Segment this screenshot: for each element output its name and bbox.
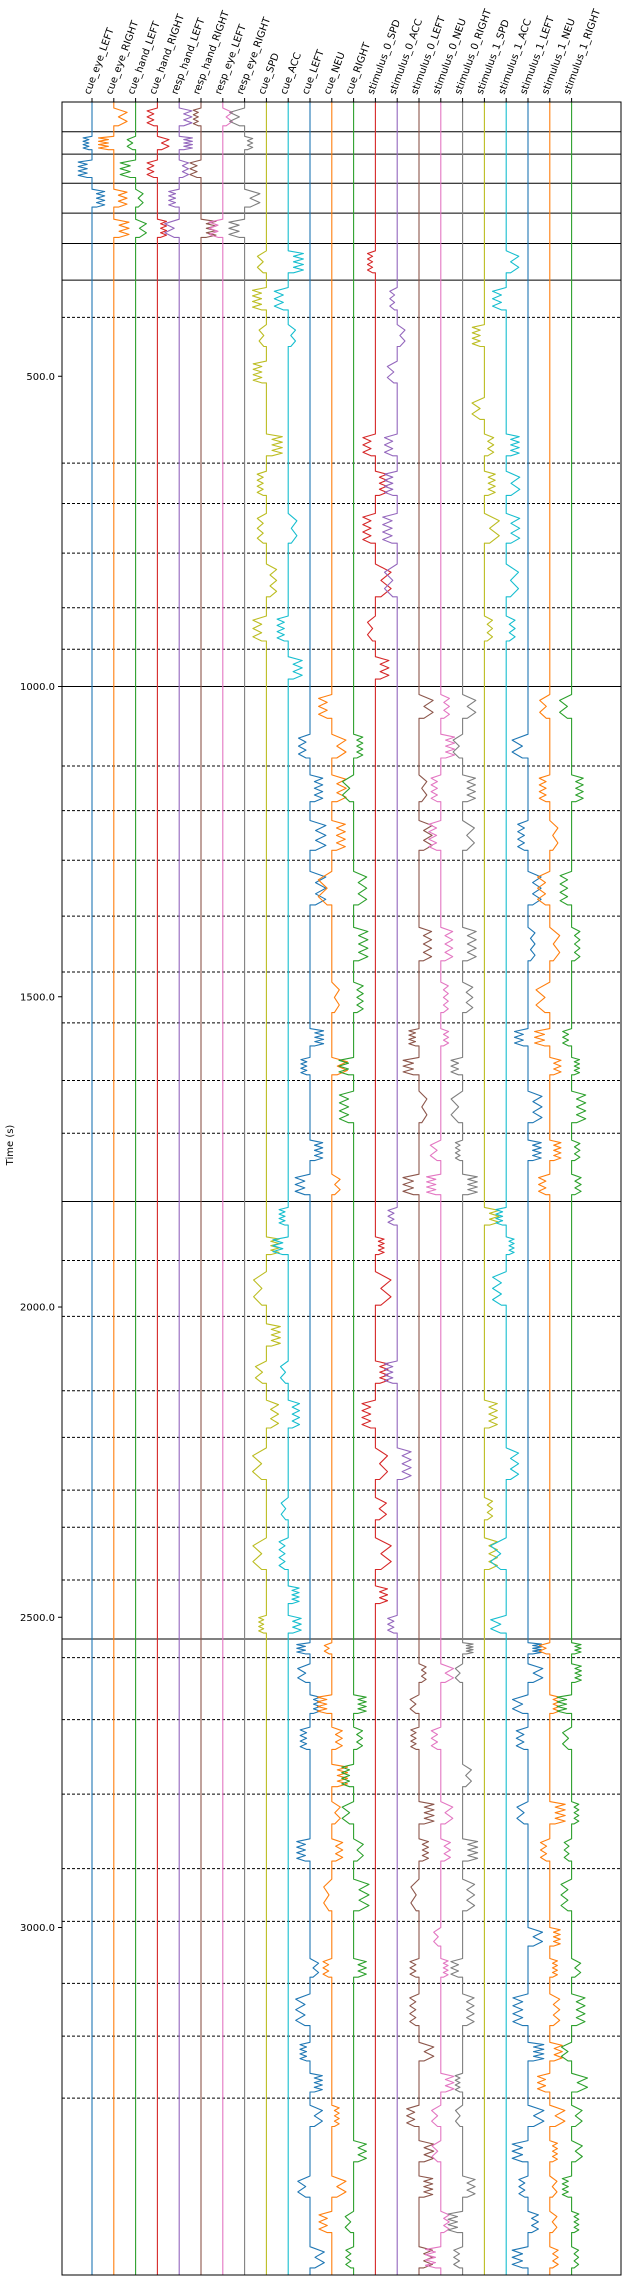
plot-frame — [61, 101, 622, 2276]
channel-traces — [77, 102, 589, 2275]
trace-stimulus-0-acc — [382, 102, 412, 2275]
trace-cue-right — [338, 102, 370, 2275]
y-tick-label: 3000.0 — [20, 1923, 55, 1934]
trace-cue-neu — [316, 102, 349, 2275]
trace-stimulus-1-acc — [490, 102, 521, 2275]
trace-cue-hand-left — [119, 102, 147, 2275]
trace-cue-hand-right — [146, 102, 170, 2275]
trace-cue-eye-left — [77, 102, 106, 2275]
y-tick-label: 1000.0 — [20, 682, 55, 693]
y-tick-label: 2000.0 — [20, 1303, 55, 1314]
trace-resp-hand-left — [164, 102, 193, 2275]
trace-stimulus-1-neu — [534, 102, 566, 2275]
trace-cue-spd — [251, 102, 283, 2275]
channel-labels: cue_eye_LEFTcue_eye_RIGHTcue_hand_LEFTcu… — [82, 7, 603, 102]
trace-stimulus-0-spd — [361, 102, 392, 2275]
trace-stimulus-0-left — [402, 102, 435, 2275]
trace-stimulus-0-neu — [424, 102, 456, 2275]
trace-resp-hand-right — [189, 102, 217, 2275]
trace-stimulus-1-left — [511, 102, 545, 2275]
trace-cue-left — [294, 102, 327, 2275]
trace-cue-acc — [272, 102, 304, 2275]
y-tick-label: 1500.0 — [20, 992, 55, 1003]
trace-stimulus-1-spd — [471, 102, 500, 2275]
trace-stimulus-0-right — [447, 102, 479, 2275]
y-axis: 500.0 1000.0 1500.0 2000.0 2500.0 3000.0 — [20, 372, 62, 1934]
trace-stimulus-1-right — [556, 102, 589, 2275]
channel-label: cue_SPD — [257, 52, 282, 97]
trace-resp-eye-left — [208, 102, 233, 2275]
trace-cue-eye-right — [97, 102, 130, 2275]
y-tick-label: 500.0 — [26, 372, 55, 383]
channel-label: cue_NEU — [322, 51, 347, 96]
y-axis-label: Time (s) — [5, 1125, 16, 1167]
y-tick-label: 2500.0 — [20, 1613, 55, 1624]
trace-resp-eye-right — [228, 102, 261, 2275]
channel-label: cue_ACC — [279, 51, 304, 96]
